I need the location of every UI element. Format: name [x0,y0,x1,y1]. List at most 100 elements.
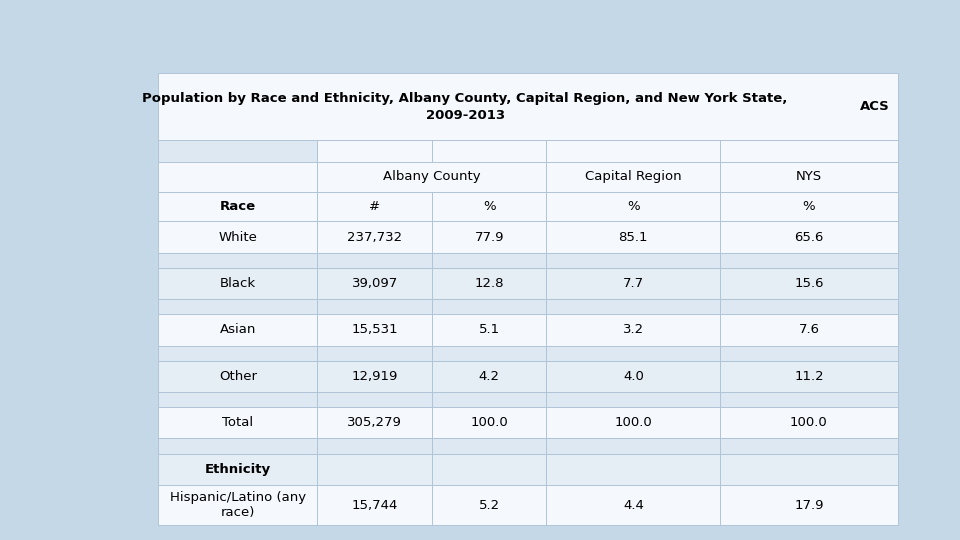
Bar [318,485,432,525]
Text: 17.9: 17.9 [794,498,824,512]
Bar [546,162,720,192]
Bar [318,361,432,392]
Bar [546,485,720,525]
Text: Hispanic/Latino (any
race): Hispanic/Latino (any race) [170,491,306,519]
Text: 12.8: 12.8 [474,277,504,290]
Bar [158,268,318,299]
Text: 7.6: 7.6 [799,323,820,336]
Text: NYS: NYS [796,170,822,184]
Text: 15.6: 15.6 [794,277,824,290]
Bar [318,192,432,221]
Bar [318,314,432,346]
Bar [432,454,546,485]
Bar [546,392,720,407]
Text: Race: Race [220,200,256,213]
Bar [720,346,898,361]
Bar [432,392,546,407]
Bar [720,485,898,525]
Text: 4.0: 4.0 [623,370,644,383]
Bar [432,192,546,221]
Bar [318,407,432,438]
Bar [318,140,432,162]
Text: Ethnicity: Ethnicity [204,463,271,476]
Text: White: White [219,231,257,244]
Bar [432,221,546,253]
Bar [546,140,720,162]
Bar [546,268,720,299]
Text: 15,744: 15,744 [351,498,397,512]
Bar [318,392,432,407]
Text: 4.4: 4.4 [623,498,644,512]
Bar [158,73,898,140]
Text: 5.2: 5.2 [479,498,500,512]
Bar [318,299,432,314]
Bar [158,438,318,454]
Bar [318,438,432,454]
Text: 5.1: 5.1 [479,323,500,336]
Bar [318,454,432,485]
Bar [432,438,546,454]
Text: 77.9: 77.9 [474,231,504,244]
Text: 100.0: 100.0 [614,416,652,429]
Bar [720,253,898,268]
Text: 237,732: 237,732 [348,231,402,244]
Bar [158,407,318,438]
Bar [158,392,318,407]
Bar [318,162,546,192]
Bar [720,314,898,346]
Bar [546,454,720,485]
Bar [546,221,720,253]
Text: 12,919: 12,919 [351,370,397,383]
Bar [432,314,546,346]
Bar [720,407,898,438]
Text: 15,531: 15,531 [351,323,398,336]
Text: Population by Race and Ethnicity, Albany County, Capital Region, and New York St: Population by Race and Ethnicity, Albany… [142,92,788,122]
Bar [720,392,898,407]
Text: Other: Other [219,370,257,383]
Bar [546,407,720,438]
Bar [720,192,898,221]
Bar [432,253,546,268]
Bar [720,221,898,253]
Bar [546,253,720,268]
Bar [318,346,432,361]
Bar [158,314,318,346]
Text: 4.2: 4.2 [479,370,500,383]
Text: Total: Total [223,416,253,429]
Bar [720,454,898,485]
Bar [432,485,546,525]
Text: 85.1: 85.1 [618,231,648,244]
Text: 65.6: 65.6 [794,231,824,244]
Bar [546,346,720,361]
Bar [158,346,318,361]
Bar [158,253,318,268]
Text: Capital Region: Capital Region [585,170,682,184]
Bar [158,485,318,525]
Text: Albany County: Albany County [383,170,481,184]
Bar [720,140,898,162]
Bar [546,299,720,314]
Text: %: % [483,200,495,213]
Bar [546,314,720,346]
Text: %: % [803,200,815,213]
Text: #: # [369,200,380,213]
Bar [158,454,318,485]
Bar [158,221,318,253]
Text: 7.7: 7.7 [623,277,644,290]
Bar [158,361,318,392]
Text: 11.2: 11.2 [794,370,824,383]
Bar [318,221,432,253]
Bar [720,438,898,454]
Text: %: % [627,200,639,213]
Bar [318,268,432,299]
Text: 39,097: 39,097 [351,277,397,290]
Bar [432,407,546,438]
Bar [158,140,318,162]
Bar [720,299,898,314]
Bar [546,361,720,392]
Bar [432,346,546,361]
Bar [720,162,898,192]
Text: Black: Black [220,277,256,290]
Bar [720,361,898,392]
Bar [546,438,720,454]
